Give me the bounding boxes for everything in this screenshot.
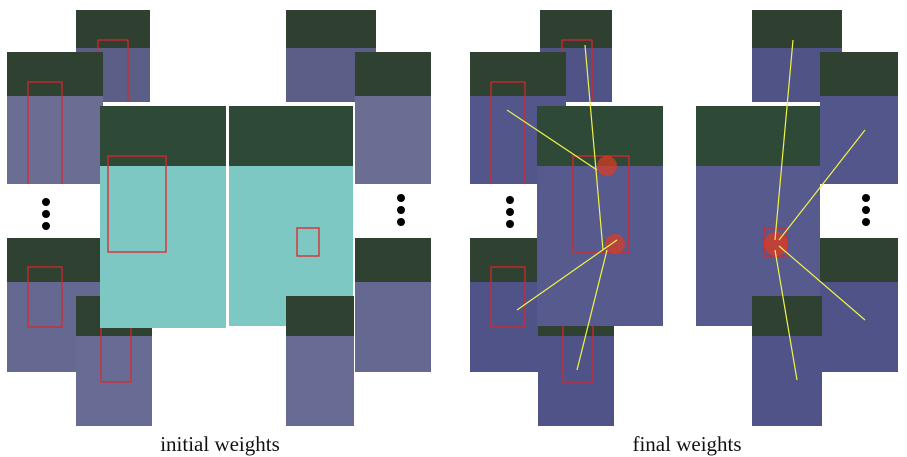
support-frame: [820, 52, 898, 184]
query-frame: [229, 106, 353, 326]
ellipsis-dots: [41, 198, 51, 234]
ellipsis-dots: [861, 194, 871, 230]
support-frame: [355, 238, 431, 372]
support-frame: [355, 52, 431, 184]
support-frame: [820, 238, 898, 372]
final-weights-panel: final weights: [467, 0, 907, 456]
initial-weights-panel: initial weights: [0, 0, 440, 456]
query-frame: [696, 106, 820, 326]
ellipsis-dots: [396, 194, 406, 230]
support-frame: [7, 52, 103, 184]
query-frame: [537, 106, 663, 326]
caption-final-weights: final weights: [632, 432, 742, 456]
caption-initial-weights: initial weights: [160, 432, 280, 456]
support-frame: [286, 296, 354, 426]
query-frame: [100, 106, 226, 328]
ellipsis-dots: [505, 196, 515, 232]
support-frame: [752, 296, 822, 426]
